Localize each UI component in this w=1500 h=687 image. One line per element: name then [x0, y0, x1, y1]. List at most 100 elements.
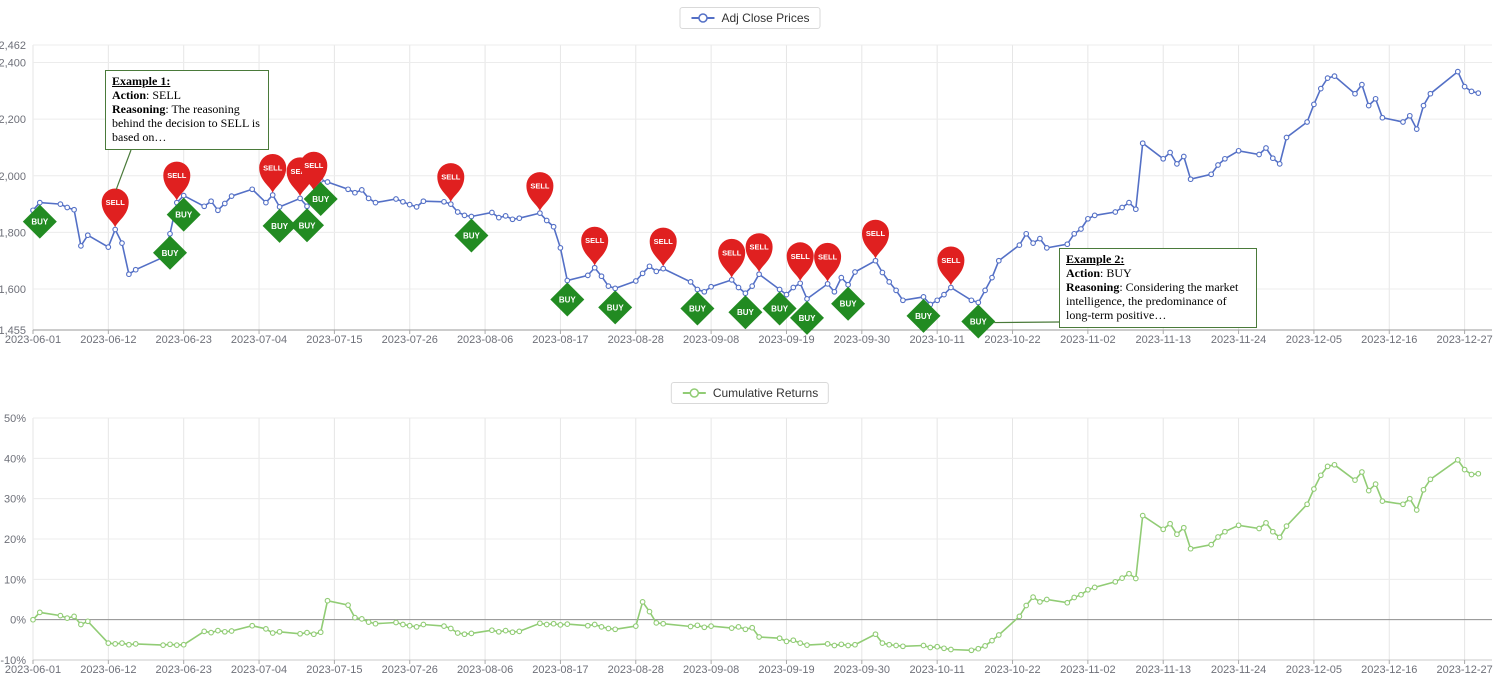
svg-text:2023-08-28: 2023-08-28	[608, 664, 664, 676]
series-line	[32, 458, 1479, 652]
svg-text:50%: 50%	[4, 413, 26, 425]
svg-text:2023-12-27: 2023-12-27	[1436, 664, 1492, 676]
svg-text:2023-07-26: 2023-07-26	[382, 664, 438, 676]
svg-text:2023-10-22: 2023-10-22	[984, 334, 1040, 346]
sell-marker: SELL	[163, 161, 191, 201]
svg-text:2023-12-16: 2023-12-16	[1361, 334, 1417, 346]
svg-text:2023-11-02: 2023-11-02	[1060, 334, 1115, 346]
svg-text:2023-10-11: 2023-10-11	[909, 664, 964, 676]
annotation-reasoning-line: Reasoning: Considering the market intell…	[1066, 280, 1239, 322]
svg-text:2,462: 2,462	[0, 40, 26, 52]
svg-text:BUY: BUY	[559, 296, 577, 305]
svg-text:BUY: BUY	[915, 312, 933, 321]
line-series-icon	[682, 387, 707, 399]
buy-marker: BUY	[598, 290, 633, 325]
legend-label: Cumulative Returns	[712, 386, 819, 400]
cumulative-returns-chart: 2023-06-01 2023-06-12 2023-06-23 2023-07-04…	[0, 413, 1492, 676]
svg-text:SELL: SELL	[291, 167, 311, 176]
svg-text:2023-10-22: 2023-10-22	[984, 664, 1040, 676]
svg-text:2023-12-05: 2023-12-05	[1286, 334, 1342, 346]
svg-text:2023-09-08: 2023-09-08	[683, 334, 739, 346]
sell-marker: SELL	[259, 154, 287, 193]
svg-text:BUY: BUY	[771, 305, 789, 314]
buy-marker: BUY	[303, 182, 338, 216]
buy-marker: BUY	[550, 282, 585, 317]
svg-text:BUY: BUY	[299, 221, 317, 230]
annotation-action-line: Action: SELL	[112, 88, 181, 102]
svg-text:SELL: SELL	[530, 182, 550, 191]
sell-marker: SELL	[814, 242, 842, 282]
svg-text:SELL: SELL	[722, 248, 742, 257]
svg-text:BUY: BUY	[463, 232, 481, 241]
annotation-reasoning-line: Reasoning: The reasoning behind the deci…	[112, 102, 260, 144]
svg-text:2023-12-05: 2023-12-05	[1286, 664, 1342, 676]
svg-text:40%: 40%	[4, 453, 26, 465]
svg-text:0%: 0%	[10, 615, 26, 627]
svg-text:BUY: BUY	[799, 314, 817, 323]
svg-text:SELL: SELL	[818, 252, 838, 261]
sell-marker: SELL	[101, 188, 129, 228]
svg-text:SELL: SELL	[304, 161, 324, 170]
svg-text:2023-11-02: 2023-11-02	[1060, 664, 1115, 676]
svg-text:2023-06-12: 2023-06-12	[80, 664, 136, 676]
example-1-annotation: Example 1: Action: SELL Reasoning: The r…	[105, 70, 269, 150]
svg-text:2023-08-17: 2023-08-17	[532, 334, 588, 346]
sell-marker: SELL	[786, 242, 814, 282]
buy-marker: BUY	[22, 204, 57, 239]
legend-adj-close-prices[interactable]: Adj Close Prices	[679, 7, 821, 29]
svg-text:SELL: SELL	[585, 236, 605, 245]
svg-text:BUY: BUY	[737, 308, 755, 317]
svg-text:2023-11-13: 2023-11-13	[1135, 664, 1190, 676]
sell-marker: SELL	[718, 238, 746, 278]
svg-text:30%: 30%	[4, 494, 26, 506]
svg-text:2023-06-12: 2023-06-12	[80, 334, 136, 346]
buy-marker: BUY	[906, 298, 941, 333]
svg-text:2023-09-19: 2023-09-19	[758, 334, 814, 346]
svg-text:2,200: 2,200	[0, 114, 26, 126]
annotation-connector	[115, 149, 132, 190]
svg-text:2023-12-27: 2023-12-27	[1436, 334, 1492, 346]
svg-text:2023-09-08: 2023-09-08	[683, 664, 739, 676]
svg-text:2023-08-17: 2023-08-17	[532, 664, 588, 676]
sell-marker: SELL	[862, 219, 889, 259]
svg-text:2023-06-23: 2023-06-23	[156, 334, 212, 346]
buy-marker: BUY	[728, 295, 763, 330]
annotation-title: Example 1:	[112, 74, 171, 88]
svg-text:10%: 10%	[4, 574, 26, 586]
svg-text:2023-07-04: 2023-07-04	[231, 334, 287, 346]
svg-text:1,800: 1,800	[0, 227, 26, 239]
svg-text:-10%: -10%	[0, 655, 26, 667]
svg-text:2023-07-15: 2023-07-15	[306, 334, 362, 346]
svg-text:2,400: 2,400	[0, 58, 26, 70]
line-series-icon	[690, 12, 715, 24]
annotation-connector	[994, 321, 1060, 324]
example-2-annotation: Example 2: Action: BUY Reasoning: Consid…	[1059, 248, 1257, 328]
svg-text:20%: 20%	[4, 534, 26, 546]
svg-text:2023-07-15: 2023-07-15	[306, 664, 362, 676]
svg-text:BUY: BUY	[312, 195, 330, 204]
svg-text:BUY: BUY	[607, 303, 625, 312]
svg-text:SELL: SELL	[750, 243, 770, 252]
buy-marker: BUY	[762, 291, 797, 326]
svg-text:2023-06-23: 2023-06-23	[156, 664, 212, 676]
svg-text:1,455: 1,455	[0, 325, 26, 337]
buy-marker: BUY	[680, 291, 715, 326]
svg-text:2023-11-13: 2023-11-13	[1135, 334, 1190, 346]
svg-text:1,600: 1,600	[0, 284, 26, 296]
svg-text:2023-08-28: 2023-08-28	[608, 334, 664, 346]
svg-text:2023-11-24: 2023-11-24	[1211, 334, 1266, 346]
svg-text:2023-06-01: 2023-06-01	[5, 664, 61, 676]
sell-marker: SELL	[581, 226, 609, 266]
svg-text:SELL: SELL	[263, 164, 283, 173]
svg-text:2023-12-16: 2023-12-16	[1361, 664, 1417, 676]
legend-cumulative-returns[interactable]: Cumulative Returns	[670, 382, 830, 404]
sell-marker: SELL	[937, 246, 965, 286]
annotation-action-line: Action: BUY	[1066, 266, 1132, 280]
svg-text:2,000: 2,000	[0, 171, 26, 183]
svg-text:2023-11-24: 2023-11-24	[1211, 664, 1266, 676]
sell-marker: SELL	[745, 233, 773, 273]
svg-text:2023-09-19: 2023-09-19	[758, 664, 814, 676]
svg-text:SELL: SELL	[106, 198, 126, 207]
sell-marker: SELL	[649, 227, 677, 267]
